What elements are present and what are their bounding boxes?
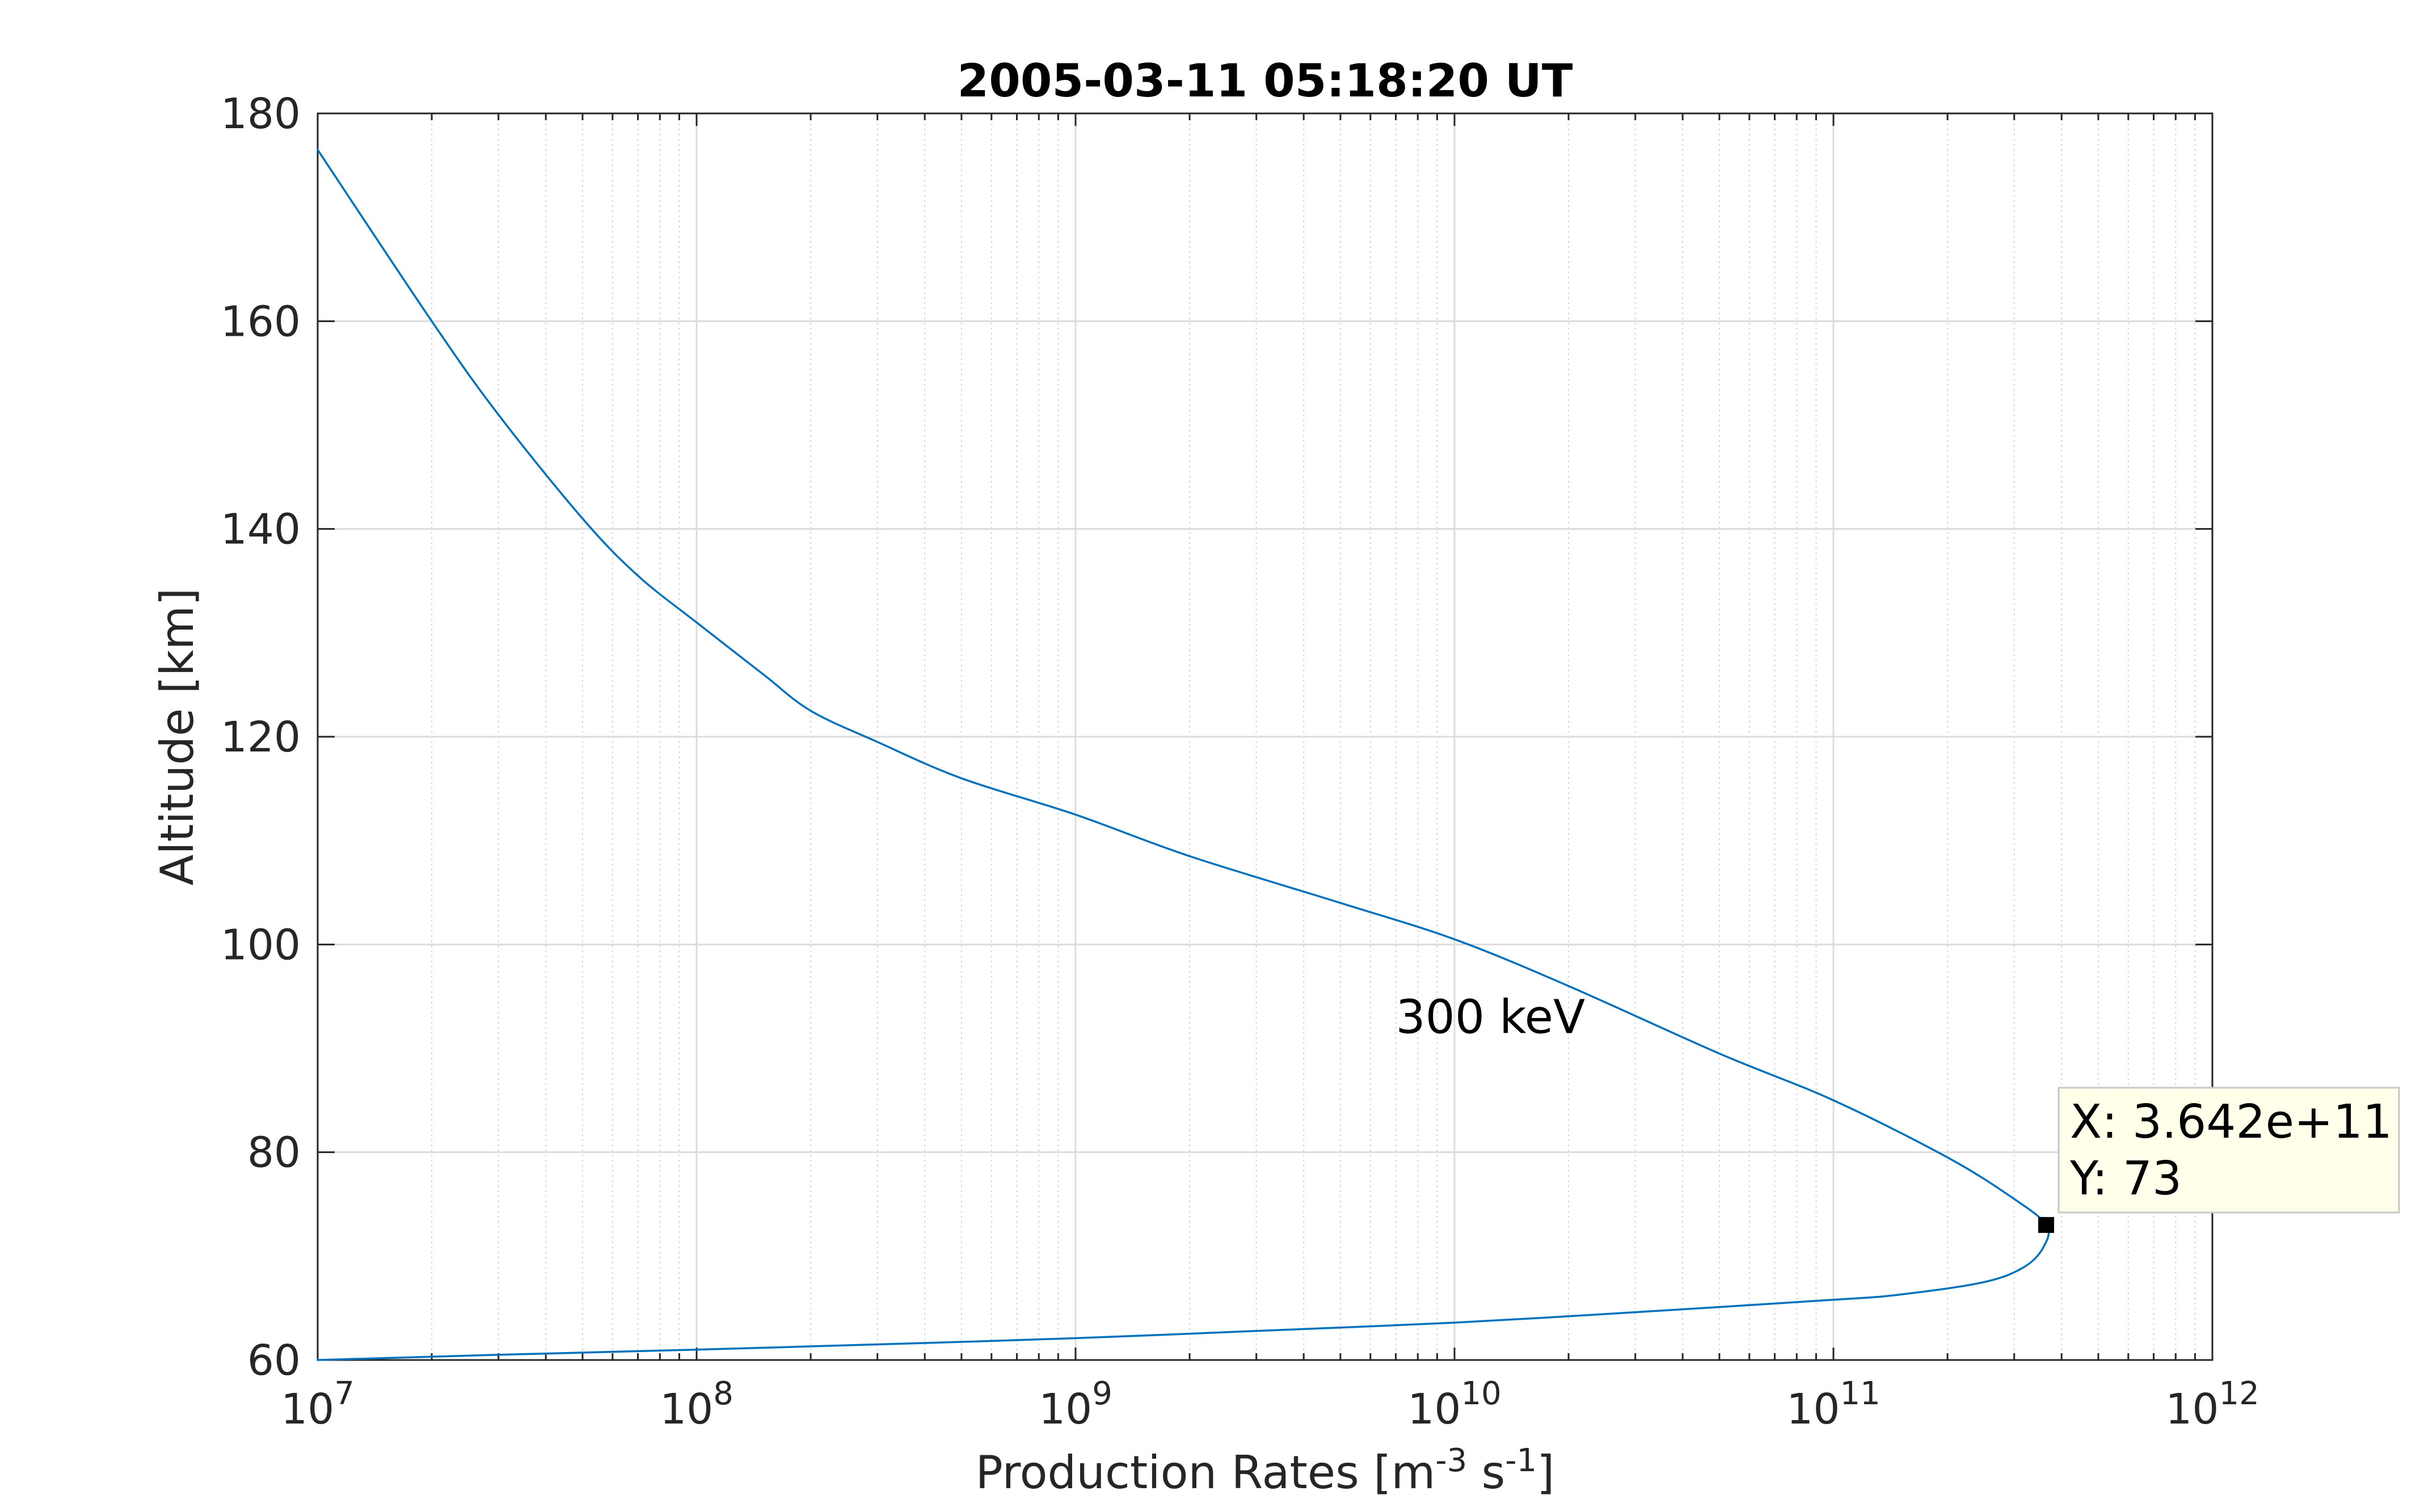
x-tick-label: 1012: [2165, 1375, 2259, 1434]
series-line: [317, 149, 2050, 1361]
y-tick-label: 160: [221, 297, 301, 346]
x-tick-label: 1010: [1407, 1375, 1501, 1434]
x-tick-label: 109: [1039, 1375, 1112, 1434]
x-axis-label-part: ]: [1537, 1446, 1554, 1499]
y-tick-label: 100: [221, 920, 301, 969]
y-tick-label: 120: [221, 713, 301, 762]
x-axis-label-part: s: [1467, 1446, 1505, 1499]
tick-labels: 60 80 100 120 140 160 180 107 108 109 1010 1011 1012: [221, 90, 2259, 1434]
data-tip-box: [2058, 1087, 2400, 1214]
grid: [317, 112, 2214, 1361]
y-axis-label: Altitude [km]: [151, 588, 204, 886]
series-layer: [317, 149, 2050, 1361]
data-tip-y-value: Y: 73: [2069, 1152, 2182, 1206]
data-tip-marker[interactable]: [2038, 1217, 2054, 1233]
chart-title: 2005-03-11 05:18:20 UT: [958, 54, 1573, 107]
y-tick-label: 180: [221, 90, 301, 138]
x-axis-label-part: Production Rates [m: [976, 1446, 1436, 1499]
y-tick-label: 60: [247, 1336, 301, 1385]
data-tip-x-value: X: 3.642e+11: [2070, 1095, 2392, 1149]
data-tip[interactable]: X: 3.642e+11 Y: 73: [2038, 1087, 2400, 1233]
x-tick-label: 107: [281, 1375, 355, 1434]
y-tick-label: 80: [247, 1129, 301, 1177]
series-annotation: 300 keV: [1396, 991, 1586, 1045]
x-axis-label-exponent: -1: [1505, 1442, 1537, 1479]
x-axis-label: Production Rates [m-3 s-1]: [976, 1442, 1555, 1499]
x-axis-label-exponent: -3: [1435, 1442, 1467, 1479]
x-tick-label: 1011: [1786, 1375, 1880, 1434]
y-tick-label: 140: [221, 505, 301, 554]
x-tick-label: 108: [660, 1375, 733, 1434]
